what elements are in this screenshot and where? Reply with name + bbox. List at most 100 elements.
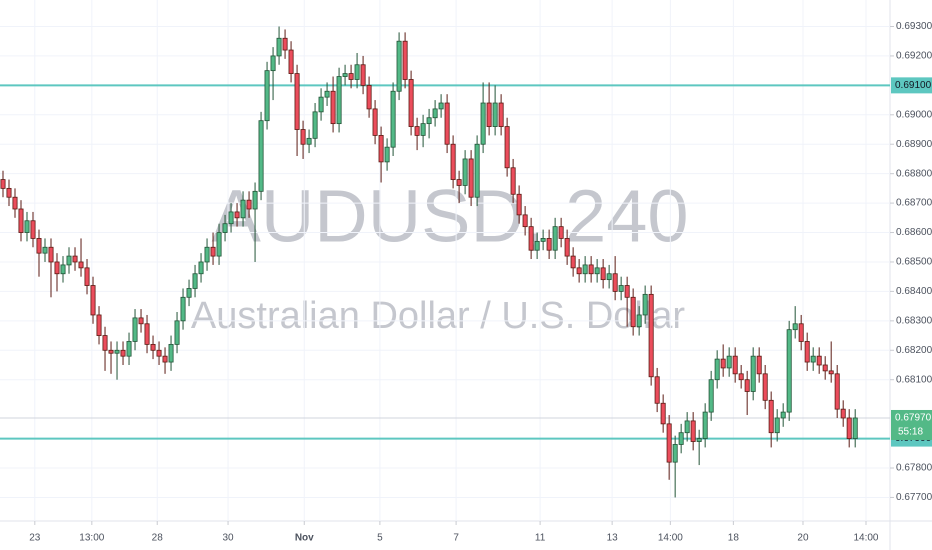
candle-body bbox=[198, 261, 204, 275]
candle-body bbox=[282, 37, 288, 51]
candle-body bbox=[108, 349, 114, 354]
candle-body bbox=[624, 285, 630, 298]
candle-body bbox=[636, 314, 642, 328]
candle-body bbox=[630, 296, 636, 328]
candle-body bbox=[720, 358, 726, 369]
candle-body bbox=[36, 238, 42, 254]
candle-body bbox=[438, 102, 444, 110]
candle-body bbox=[516, 193, 522, 216]
candle-body bbox=[54, 261, 60, 275]
candle-body bbox=[366, 84, 372, 110]
candle-body bbox=[378, 135, 384, 163]
candle-body bbox=[522, 214, 528, 228]
candle-body bbox=[276, 37, 282, 57]
y-tick-label: 0.68800 bbox=[896, 168, 932, 179]
candle-body bbox=[510, 167, 516, 195]
candle-body bbox=[786, 329, 792, 413]
candle-body bbox=[216, 232, 222, 257]
candle-body bbox=[672, 444, 678, 463]
x-tick-label: 30 bbox=[222, 533, 234, 544]
candle-body bbox=[774, 417, 780, 434]
y-tick-label: 0.69200 bbox=[896, 51, 932, 62]
candle-body bbox=[186, 288, 192, 298]
candle-body bbox=[486, 102, 492, 127]
candle-body bbox=[666, 423, 672, 463]
candle-body bbox=[432, 108, 438, 119]
candle-body bbox=[252, 190, 258, 210]
y-tick-label: 0.69300 bbox=[896, 21, 932, 32]
candle-body bbox=[228, 211, 234, 225]
candle-body bbox=[660, 402, 666, 425]
candle-body bbox=[42, 246, 48, 254]
candle-body bbox=[588, 264, 594, 275]
candle-body bbox=[402, 40, 408, 80]
candle-body bbox=[318, 96, 324, 113]
candle-body bbox=[66, 255, 72, 266]
candle-body bbox=[114, 349, 120, 354]
candle-body bbox=[132, 317, 138, 342]
y-tick-label: 0.68400 bbox=[896, 286, 932, 297]
candle-body bbox=[552, 226, 558, 251]
x-tick-label: 23 bbox=[29, 533, 41, 544]
price-label-box bbox=[891, 77, 932, 94]
candle-body bbox=[306, 137, 312, 145]
candle-body bbox=[744, 379, 750, 392]
candle-body bbox=[678, 432, 684, 445]
x-tick-label: 7 bbox=[453, 533, 459, 544]
candle-body bbox=[468, 158, 474, 198]
candle-body bbox=[480, 102, 486, 145]
candle-body bbox=[18, 208, 24, 233]
candle-body bbox=[612, 273, 618, 292]
candle-body bbox=[696, 438, 702, 442]
x-tick-label: 13 bbox=[607, 533, 619, 544]
y-tick-label: 0.68900 bbox=[896, 139, 932, 150]
candle-body bbox=[12, 196, 18, 210]
y-tick-label: 0.68300 bbox=[896, 315, 932, 326]
candle-body bbox=[810, 355, 816, 363]
candle-body bbox=[336, 76, 342, 125]
candle-body bbox=[618, 285, 624, 292]
candle-body bbox=[120, 349, 126, 357]
candle-body bbox=[30, 220, 36, 239]
y-tick-label: 0.67700 bbox=[896, 492, 932, 503]
candle-body bbox=[714, 358, 720, 381]
candle-body bbox=[450, 143, 456, 180]
last-price-label: 0.67970 bbox=[895, 413, 932, 424]
candle-body bbox=[414, 126, 420, 136]
candle-body bbox=[852, 417, 858, 439]
candle-body bbox=[834, 373, 840, 410]
last-price-box bbox=[891, 409, 932, 440]
candle-body bbox=[222, 223, 228, 233]
candle-body bbox=[390, 90, 396, 148]
candle-body bbox=[540, 238, 546, 242]
candle-body bbox=[528, 226, 534, 251]
candle-body bbox=[798, 323, 804, 342]
candle-body bbox=[780, 411, 786, 419]
candle-body bbox=[708, 379, 714, 413]
y-tick-label: 0.68500 bbox=[896, 257, 932, 268]
candle-body bbox=[168, 343, 174, 363]
candle-body bbox=[240, 199, 246, 219]
candle-body bbox=[96, 314, 102, 336]
x-tick-label: 5 bbox=[377, 533, 383, 544]
candle-body bbox=[750, 355, 756, 392]
candle-body bbox=[738, 373, 744, 381]
candle-body bbox=[702, 411, 708, 439]
candle-body bbox=[90, 285, 96, 316]
candle-body bbox=[396, 40, 402, 92]
candle-body bbox=[606, 273, 612, 281]
x-tick-label: Nov bbox=[295, 533, 314, 544]
candle-body bbox=[576, 267, 582, 275]
candle-body bbox=[654, 376, 660, 404]
candle-body bbox=[150, 343, 156, 351]
candle-body bbox=[126, 341, 132, 357]
candle-body bbox=[78, 261, 84, 269]
watermark-title: AUDUSD, 240 bbox=[211, 175, 688, 258]
candle-body bbox=[288, 49, 294, 74]
x-tick-label: 20 bbox=[797, 533, 809, 544]
candle-body bbox=[174, 320, 180, 345]
candle-body bbox=[546, 238, 552, 251]
y-tick-label: 0.68200 bbox=[896, 345, 932, 356]
